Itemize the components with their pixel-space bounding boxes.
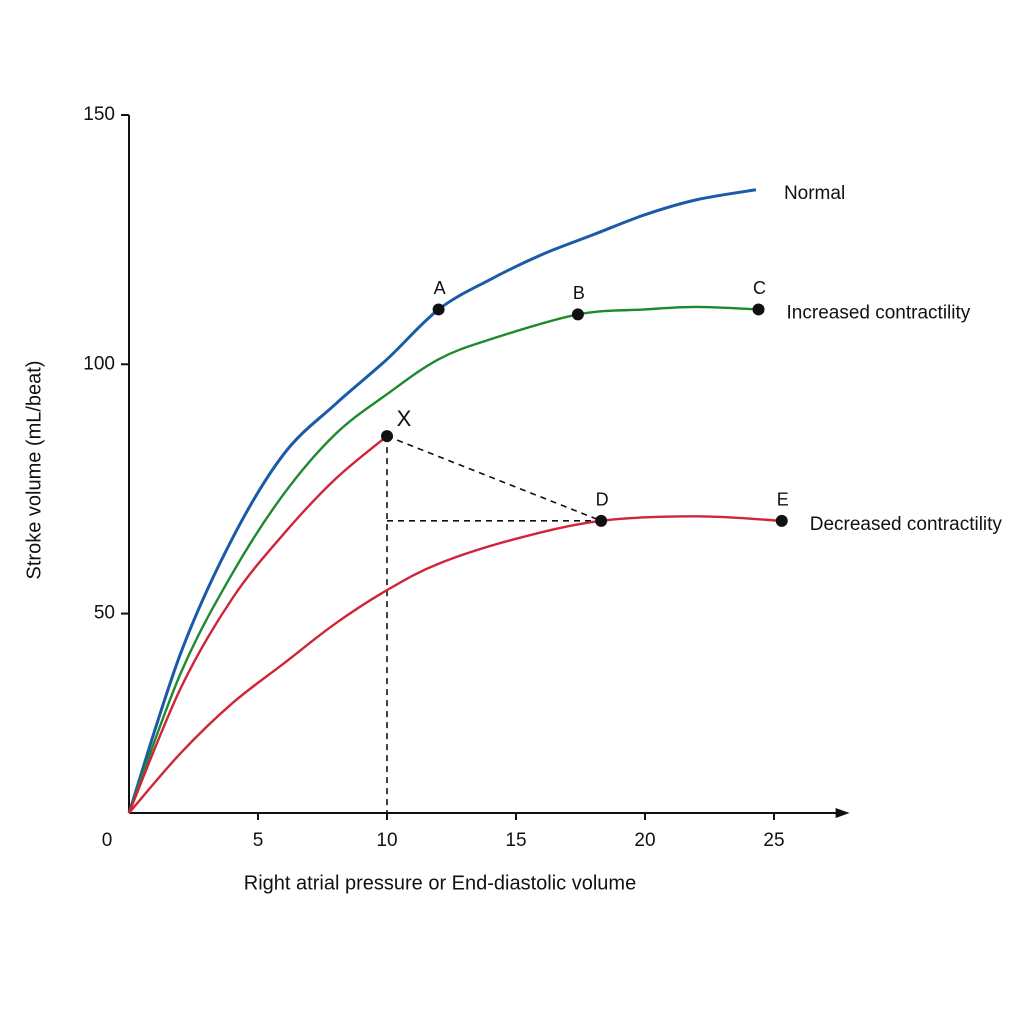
y-axis-label: Stroke volume (mL/beat) [23,361,45,580]
curve [127,435,388,814]
x-tick-label: 0 [102,830,113,851]
point [775,514,788,527]
y-tick-label: 50 [94,603,115,624]
curve [127,305,759,814]
x-axis-arrow [835,808,850,818]
guide-line [386,435,602,522]
x-tick-label: 20 [634,830,655,851]
point [571,308,584,321]
x-tick-label: 15 [505,830,526,851]
series-label: Decreased contractility [810,514,1003,535]
series-label: Increased contractility [787,302,971,323]
series-label: Normal [784,183,845,204]
point [595,514,608,527]
point [381,430,393,443]
point [432,303,445,316]
x-axis-label: Right atrial pressure or End-diastolic v… [244,872,636,894]
x-tick-label: 10 [376,830,397,851]
point-label: D [596,490,609,510]
point-label: C [753,278,766,298]
x-tick-label: 25 [763,830,784,851]
curve [128,515,782,814]
point [752,303,765,316]
y-tick-label: 100 [83,353,115,374]
x-tick-label: 5 [253,830,264,851]
curve [127,188,757,814]
point-label: E [777,490,789,510]
point-label: A [434,278,446,298]
point-label: B [573,283,585,303]
y-tick-label: 150 [83,104,115,125]
point-label: X [397,406,412,431]
